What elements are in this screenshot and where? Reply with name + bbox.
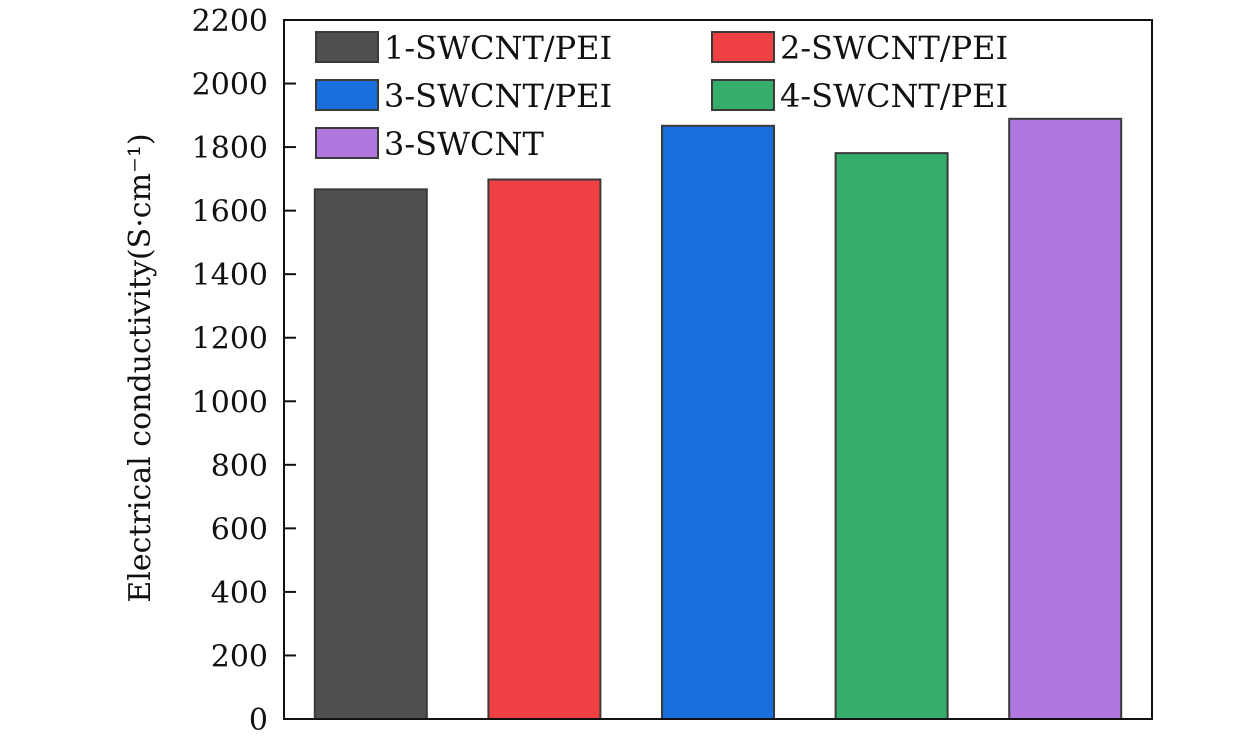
legend-label: 4-SWCNT/PEI — [780, 77, 1008, 115]
bar-2-SWCNT/PEI — [487, 178, 602, 720]
y-tick-label: 400 — [211, 576, 268, 611]
legend-label: 1-SWCNT/PEI — [384, 29, 612, 67]
legend-label: 3-SWCNT/PEI — [384, 77, 612, 115]
legend-label: 2-SWCNT/PEI — [780, 29, 1008, 67]
y-tick-label: 1000 — [192, 385, 268, 420]
legend-label: 3-SWCNT — [384, 125, 544, 163]
y-tick-label: 2000 — [192, 68, 268, 103]
y-tick-label: 1200 — [192, 322, 268, 357]
y-tick-label: 1600 — [192, 195, 268, 230]
bar-1-SWCNT/PEI — [313, 188, 428, 720]
plot-frame — [283, 19, 1153, 720]
legend-swatch — [315, 79, 379, 111]
y-tick-label: 1400 — [192, 258, 268, 293]
bar-4-SWCNT/PEI — [834, 152, 949, 720]
legend-swatch — [315, 31, 379, 63]
y-tick-label: 1800 — [192, 131, 268, 166]
legend-swatch — [315, 127, 379, 159]
bar-3-SWCNT/PEI — [661, 124, 775, 721]
y-tick-label: 600 — [211, 512, 268, 547]
y-axis-label: Electrical conductivity(S·cm⁻¹) — [123, 133, 158, 602]
legend-swatch — [711, 31, 775, 63]
bar-3-SWCNT — [1008, 117, 1123, 721]
y-tick-label: 800 — [211, 449, 268, 484]
y-tick-label: 2200 — [192, 4, 268, 39]
y-tick-label: 0 — [249, 703, 268, 738]
y-tick-label: 200 — [211, 639, 268, 674]
legend-swatch — [711, 79, 775, 111]
